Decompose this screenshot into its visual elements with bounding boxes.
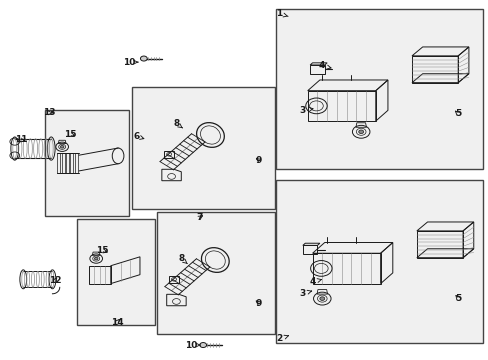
Text: 3: 3 xyxy=(299,106,312,115)
Circle shape xyxy=(358,130,363,134)
Circle shape xyxy=(319,297,324,300)
Text: 5: 5 xyxy=(454,109,461,118)
Text: 2: 2 xyxy=(276,334,288,343)
Bar xyxy=(276,9,482,169)
Bar xyxy=(77,219,154,325)
Text: 8: 8 xyxy=(178,254,187,264)
Text: 9: 9 xyxy=(255,156,262,165)
Text: 4: 4 xyxy=(309,277,321,286)
Circle shape xyxy=(200,342,206,347)
Text: 15: 15 xyxy=(64,130,77,139)
Circle shape xyxy=(61,145,64,148)
Text: 5: 5 xyxy=(454,294,461,303)
Circle shape xyxy=(94,257,98,260)
Text: 13: 13 xyxy=(43,108,55,117)
Text: 9: 9 xyxy=(255,299,262,308)
Bar xyxy=(131,87,274,208)
Text: 14: 14 xyxy=(111,318,123,327)
Text: 12: 12 xyxy=(48,276,61,285)
Text: 10: 10 xyxy=(184,341,200,350)
Bar xyxy=(157,212,274,334)
Text: 8: 8 xyxy=(173,119,182,128)
Text: 3: 3 xyxy=(299,289,311,298)
Text: 6: 6 xyxy=(133,132,143,141)
Text: 10: 10 xyxy=(122,58,138,67)
Text: 11: 11 xyxy=(15,135,27,144)
Text: 1: 1 xyxy=(276,9,287,18)
Circle shape xyxy=(140,56,147,61)
Bar xyxy=(276,180,482,342)
Text: 4: 4 xyxy=(318,61,330,70)
Text: 7: 7 xyxy=(196,213,203,222)
Text: 15: 15 xyxy=(96,246,108,255)
Bar xyxy=(45,111,128,216)
